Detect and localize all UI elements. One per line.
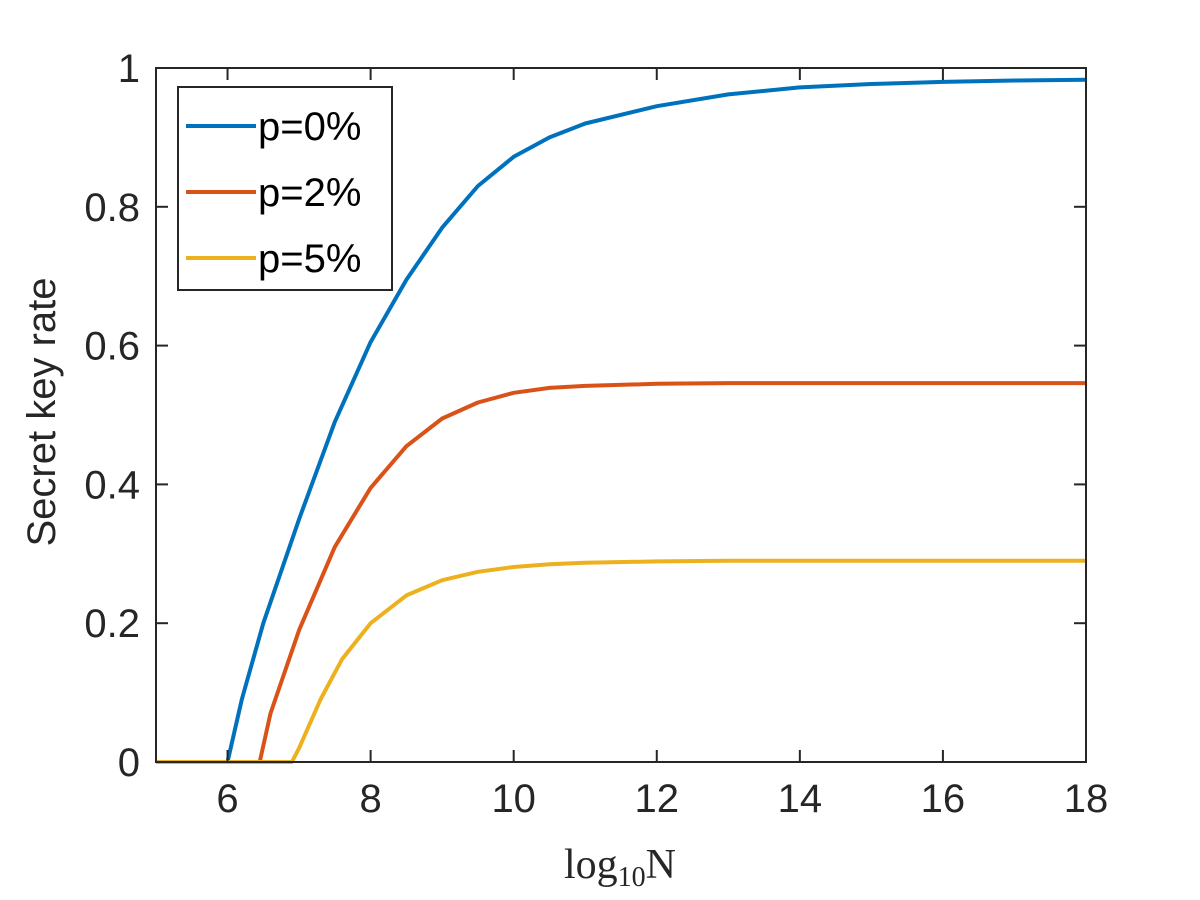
y-tick-label: 0.8 (84, 186, 140, 230)
series-line-p=5% (156, 558, 1086, 764)
x-tick-label: 6 (216, 777, 238, 821)
x-axis-label-sub: 10 (618, 862, 646, 893)
x-tick-label: 12 (635, 777, 680, 821)
x-axis-label: log10N (564, 842, 676, 893)
y-tick-label: 0.6 (84, 325, 140, 369)
ticks-layer (156, 67, 1087, 763)
x-tick-label: 8 (359, 777, 381, 821)
legend: p=0% p=2% p=5% (177, 86, 393, 291)
series-layer (156, 77, 1087, 764)
x-axis-label-base: log (564, 842, 618, 888)
x-tick-label: 10 (491, 777, 536, 821)
y-tick-label: 0.2 (84, 602, 140, 646)
y-tick-label: 0.4 (84, 463, 140, 507)
series-line-p=2% (156, 381, 1086, 764)
y-tick-label: 1 (118, 47, 140, 91)
x-axis-label-var: N (646, 842, 676, 888)
legend-label: p=2% (258, 171, 361, 215)
x-tick-label: 14 (778, 777, 823, 821)
legend-label: p=5% (258, 237, 361, 281)
labels-layer: 6 8 10 12 14 16 18 0 0.2 0.4 0.6 0.8 1 (84, 47, 1108, 821)
plot-frame (155, 67, 1087, 763)
y-tick-label: 0 (118, 741, 140, 785)
series-line-p=0% (156, 77, 1087, 764)
x-tick-label: 16 (921, 777, 966, 821)
y-axis-label: Secret key rate (20, 277, 64, 546)
x-tick-label: 18 (1064, 777, 1109, 821)
legend-label: p=0% (258, 105, 361, 149)
